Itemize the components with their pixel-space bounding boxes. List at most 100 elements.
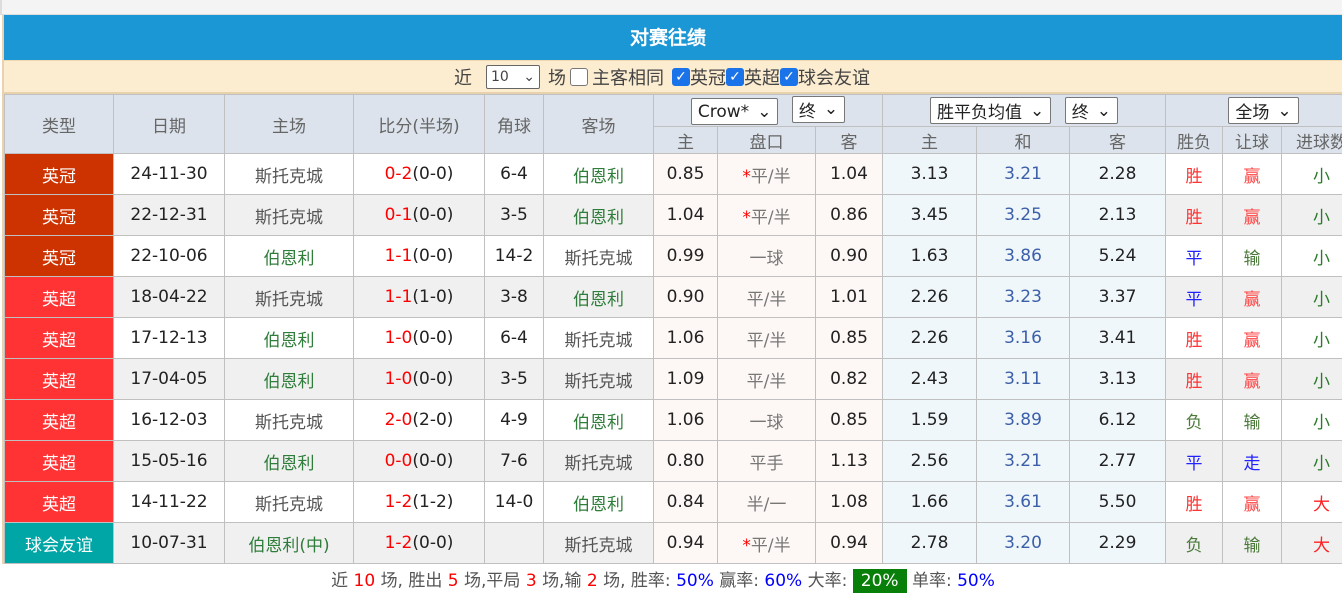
handicap-result: 赢 <box>1222 317 1282 359</box>
home-odds: 0.84 <box>653 481 718 523</box>
home-team[interactable]: 伯恩利 <box>224 317 354 359</box>
half-time-score: (0-0) <box>412 451 454 471</box>
home-team[interactable]: 伯恩利(中) <box>224 522 354 564</box>
chevron-down-icon: ⌄ <box>757 101 772 122</box>
home-team[interactable]: 伯恩利 <box>224 235 354 277</box>
half-time-score: (1-0) <box>412 287 454 307</box>
away-team[interactable]: 伯恩利 <box>543 153 654 195</box>
avg-loss: 3.37 <box>1069 276 1166 318</box>
subcol-header: 让球 <box>1222 126 1282 154</box>
avg-draw: 3.89 <box>976 399 1070 441</box>
handicap-value: 平/半 <box>750 535 791 556</box>
half-time-score: (0-0) <box>412 328 454 348</box>
avg-draw: 3.86 <box>976 235 1070 277</box>
avg-draw: 3.20 <box>976 522 1070 564</box>
match-type[interactable]: 英冠 <box>4 194 114 236</box>
avg-draw: 3.61 <box>976 481 1070 523</box>
match-type[interactable]: 英超 <box>4 317 114 359</box>
match-type[interactable]: 英超 <box>4 276 114 318</box>
away-team[interactable]: 斯托克城 <box>543 440 654 482</box>
avg-select[interactable]: 胜平负均值 ⌄ <box>930 97 1052 124</box>
away-team[interactable]: 斯托克城 <box>543 235 654 277</box>
h2h-panel: 对赛往绩 近 10 ⌄ 场 主客相同 ✓ 英冠 ✓ 英超 ✓ 球会友谊 类型 日期 主场 比… <box>2 15 1342 564</box>
summary-losses: 2 <box>586 571 598 591</box>
table-row: 英超 17-12-13 伯恩利 1-0(0-0) 6-4 斯托克城 1.06 平… <box>4 317 1342 359</box>
full-time-score: 1-2 <box>384 533 413 553</box>
away-team[interactable]: 斯托克城 <box>543 358 654 400</box>
avg-win: 1.66 <box>882 481 977 523</box>
match-type[interactable]: 英冠 <box>4 153 114 195</box>
result: 胜 <box>1165 358 1223 400</box>
away-team[interactable]: 伯恩利 <box>543 399 654 441</box>
subcol-header: 盘口 <box>717 126 816 154</box>
avg-draw: 3.11 <box>976 358 1070 400</box>
avg-loss: 5.50 <box>1069 481 1166 523</box>
handicap-result: 赢 <box>1222 358 1282 400</box>
home-team[interactable]: 伯恩利 <box>224 358 354 400</box>
avg-odds-header: 胜平负均值 ⌄ 终 ⌄ <box>882 94 1166 127</box>
handicap-value: 平手 <box>749 453 784 474</box>
company-select[interactable]: Crow* ⌄ <box>690 98 779 126</box>
match-date: 16-12-03 <box>113 399 225 441</box>
match-type[interactable]: 英超 <box>4 358 114 400</box>
away-team[interactable]: 伯恩利 <box>543 194 654 236</box>
corners: 4-9 <box>484 399 544 441</box>
away-team[interactable]: 伯恩利 <box>543 481 654 523</box>
handicap-result: 输 <box>1222 235 1282 277</box>
league-checkbox[interactable]: ✓ <box>726 67 744 86</box>
subcol-header: 和 <box>976 126 1070 154</box>
corners <box>484 522 544 564</box>
corners: 3-5 <box>484 358 544 400</box>
match-date: 22-10-06 <box>113 235 225 277</box>
avg-win: 3.13 <box>882 153 977 195</box>
table-row: 英冠 22-12-31 斯托克城 0-1(0-0) 3-5 伯恩利 1.04 *… <box>4 194 1342 236</box>
home-team[interactable]: 伯恩利 <box>224 440 354 482</box>
score: 1-1(1-0) <box>353 276 485 318</box>
odds-time-select[interactable]: 终 ⌄ <box>791 95 846 123</box>
corners: 3-8 <box>484 276 544 318</box>
same-home-away-checkbox[interactable] <box>570 67 588 86</box>
home-team[interactable]: 斯托克城 <box>224 399 354 441</box>
chevron-down-icon: ⌄ <box>523 68 535 85</box>
match-type[interactable]: 球会友谊 <box>4 522 114 564</box>
away-team[interactable]: 斯托克城 <box>543 317 654 359</box>
home-team[interactable]: 斯托克城 <box>224 194 354 236</box>
match-type[interactable]: 英超 <box>4 399 114 441</box>
away-team[interactable]: 伯恩利 <box>543 276 654 318</box>
handicap-value: 平/半 <box>750 166 791 187</box>
match-type[interactable]: 英冠 <box>4 235 114 277</box>
handicap-line: 平/半 <box>717 358 816 400</box>
home-team[interactable]: 斯托克城 <box>224 276 354 318</box>
match-type[interactable]: 英超 <box>4 440 114 482</box>
result: 胜 <box>1165 317 1223 359</box>
match-date: 22-12-31 <box>113 194 225 236</box>
home-odds: 1.09 <box>653 358 718 400</box>
home-team[interactable]: 斯托克城 <box>224 481 354 523</box>
home-team[interactable]: 斯托克城 <box>224 153 354 195</box>
avg-time-select[interactable]: 终 ⌄ <box>1064 97 1118 124</box>
match-type[interactable]: 英超 <box>4 481 114 523</box>
range-select[interactable]: 全场 ⌄ <box>1228 97 1299 124</box>
corners: 3-5 <box>484 194 544 236</box>
avg-loss: 3.13 <box>1069 358 1166 400</box>
league-checkbox[interactable]: ✓ <box>780 67 798 86</box>
away-odds: 1.04 <box>815 153 883 195</box>
score: 1-2(0-0) <box>353 522 485 564</box>
subcol-header: 客 <box>815 126 883 154</box>
over-under-result: 小 <box>1281 399 1342 441</box>
avg-win: 1.59 <box>882 399 977 441</box>
full-time-score: 1-0 <box>384 328 413 348</box>
full-time-score: 1-0 <box>384 369 413 389</box>
corners: 7-6 <box>484 440 544 482</box>
handicap-line: 半/一 <box>717 481 816 523</box>
league-checkbox[interactable]: ✓ <box>672 67 690 86</box>
handicap-result: 赢 <box>1222 194 1282 236</box>
chevron-down-icon: ⌄ <box>1096 100 1111 121</box>
corners: 14-2 <box>484 235 544 277</box>
near-label: 近 <box>454 67 472 89</box>
match-count-select[interactable]: 10 ⌄ <box>486 64 540 89</box>
handicap-result: 输 <box>1222 399 1282 441</box>
away-team[interactable]: 斯托克城 <box>543 522 654 564</box>
away-odds: 0.82 <box>815 358 883 400</box>
star-mark: * <box>742 207 751 228</box>
